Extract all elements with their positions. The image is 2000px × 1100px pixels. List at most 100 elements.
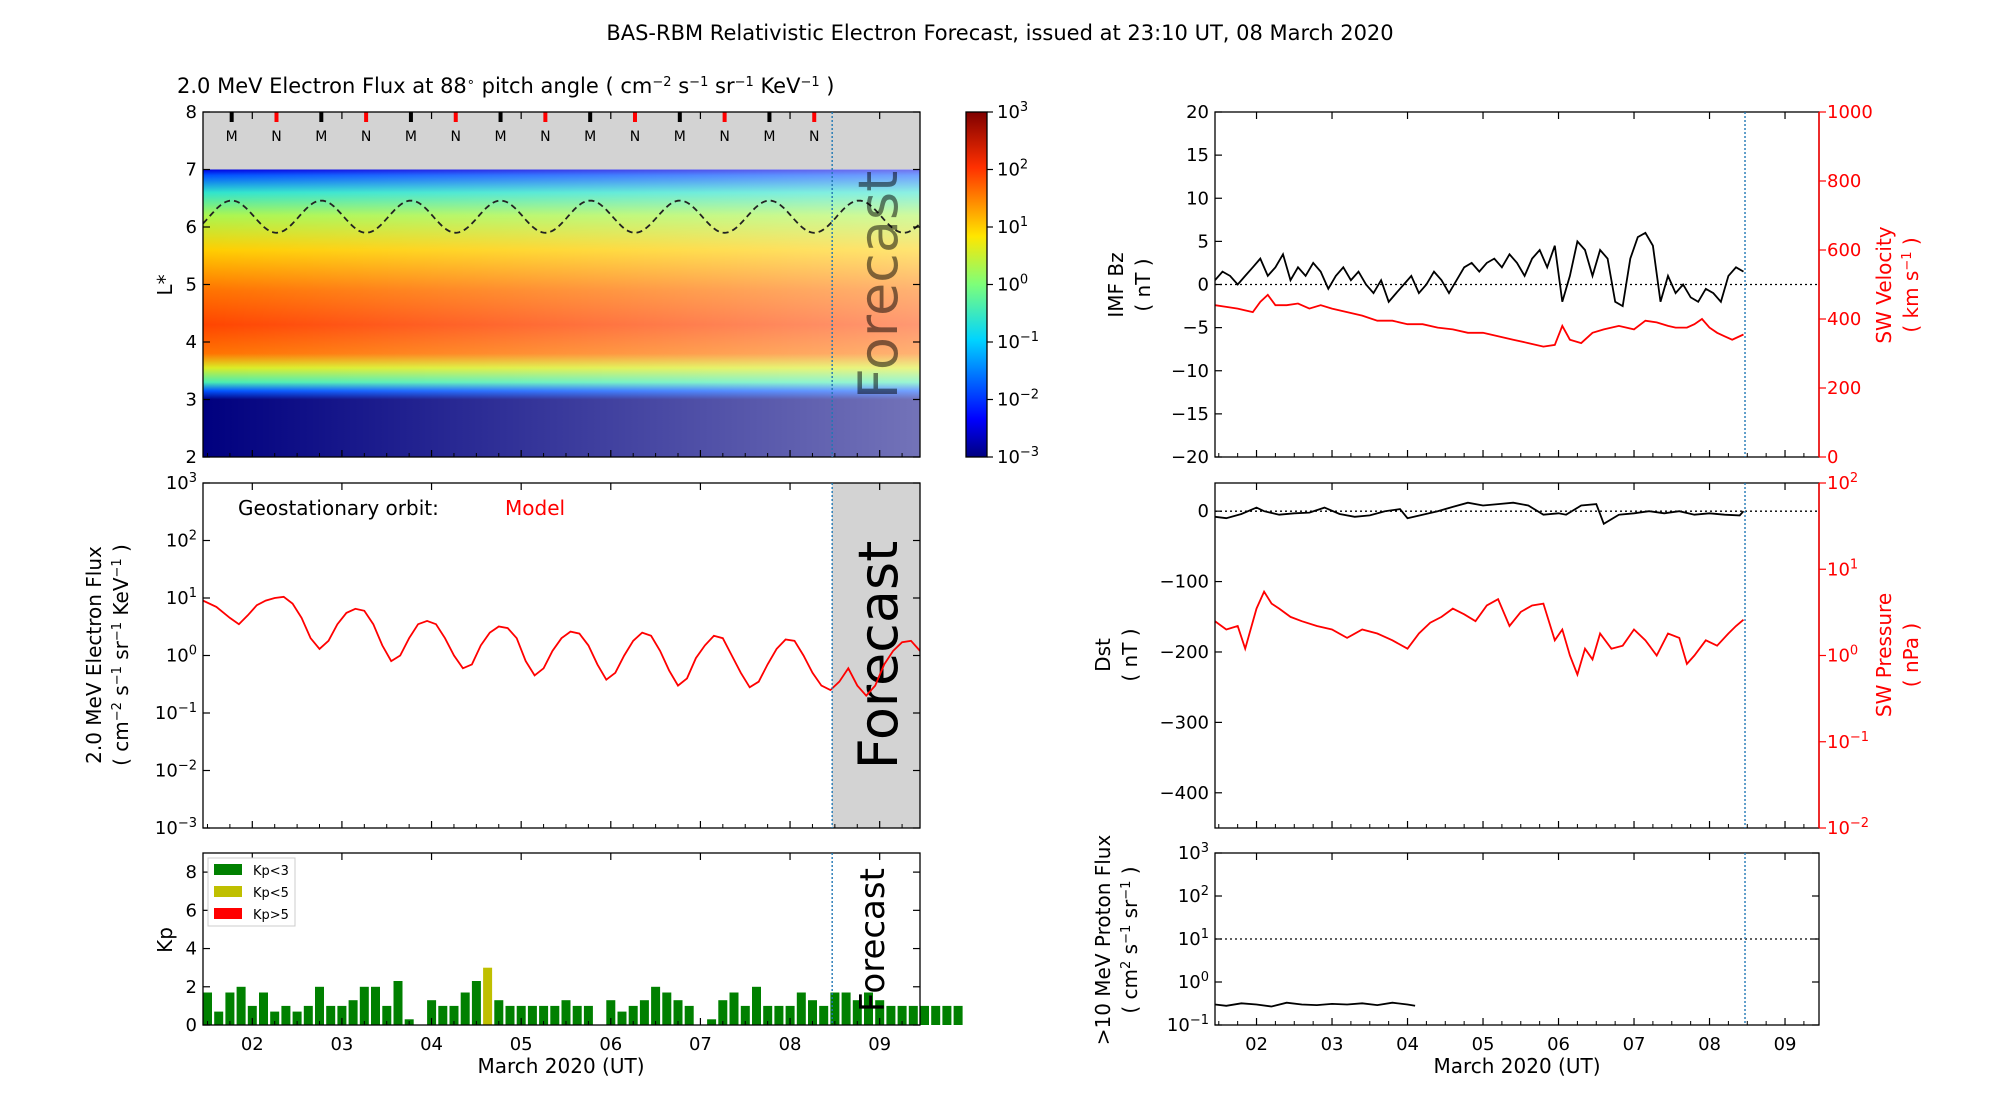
mlt-marker-tick [319,112,324,122]
vsw-ytick-label: 200 [1827,378,1861,399]
sw-pressure-line [1215,589,1745,678]
kp-bar [359,986,369,1025]
proton-ytick-label: 10−1 [1167,1013,1209,1037]
psw-ytick-label: 10−2 [1827,816,1869,840]
kp-ylabel: Kp [153,927,177,953]
proton-panel: 02 03 04 05 06 07 08 09 10−1 100 101 102 103 >10 MeV… [1091,835,1820,1078]
kp-bar [259,992,268,1025]
geo-flux-ylabel-2: ( cm−2 s−1 sr−1 KeV−1 ) [109,544,133,766]
bz-ytick-label: 15 [1186,145,1209,166]
kp-bar [583,1005,593,1025]
kp-bar [886,1005,896,1025]
kp-bar [606,1000,616,1025]
psw-ylabel-1: SW Pressure [1872,593,1896,717]
kp-bar [841,992,851,1025]
bz-ytick-label: 20 [1186,102,1209,123]
mlt-marker-label: N [630,129,640,145]
kp-ytick-label: 2 [186,977,197,998]
kp-xtick-label: 08 [779,1034,802,1055]
figure-title: BAS-RBM Relativistic Electron Forecast, … [606,21,1393,45]
dst-ytick-label: −400 [1160,783,1209,804]
kp-bar [796,992,806,1025]
kp-bar [427,1000,437,1025]
colorbar-tick-label: 103 [997,100,1028,124]
flux-map-fade [203,169,920,457]
kp-bar [539,1005,549,1025]
geo-flux-annotation: Geostationary orbit: [238,496,439,520]
mlt-marker-label: N [719,129,729,145]
psw-ytick-label: 100 [1827,643,1858,667]
bz-ytick-label: 5 [1198,231,1209,252]
kp-bar [942,1005,952,1025]
mlt-marker-tick [229,112,234,122]
kp-bar [662,992,672,1025]
geo-flux-frame [202,482,921,829]
dst-psw-axes: −400 −300 −200 −100 0 10−2 10−1 100 101 102 [1160,471,1870,840]
mlt-marker-label: M [495,129,507,145]
flux-map-ytick-label: 3 [186,390,197,411]
dst-psw-frame [1214,482,1820,829]
mlt-marker-tick [543,112,548,122]
kp-bar [572,1005,582,1025]
kp-bars [203,967,963,1025]
kp-bar [438,1005,448,1025]
proton-ytick-label: 103 [1178,841,1209,865]
kp-bar [382,1005,392,1025]
bz-ytick-label: −5 [1182,318,1209,339]
vsw-ytick-label: 0 [1827,447,1838,468]
kp-bar [203,992,212,1025]
kp-bar [953,1005,963,1025]
mlt-marker-label: M [584,129,596,145]
kp-bar [763,1005,773,1025]
kp-bar [561,1000,571,1025]
kp-bar [864,992,873,1025]
kp-legend: Kp<3 Kp<5 Kp>5 [207,857,296,927]
colorbar-tick-label: 10−1 [997,330,1039,354]
kp-xtick-label: 09 [868,1034,891,1055]
flux-map-title: 2.0 MeV Electron Flux at 88∘ pitch angle… [177,74,835,98]
proton-xtick-label: 05 [1472,1034,1495,1055]
flux-map-ytick-label: 4 [186,332,197,353]
psw-ytick-label: 101 [1827,557,1858,581]
kp-frame [202,852,921,1026]
vsw-ytick-label: 600 [1827,240,1861,261]
dst-psw-panel: −400 −300 −200 −100 0 10−2 10−1 100 101 102 Dst (… [1091,471,1923,840]
magnetopause-dashed-line [203,199,920,234]
mlt-marker-label: N [809,129,819,145]
kp-bar [920,1005,929,1025]
mlt-marker-label: M [405,129,417,145]
proton-xlabel: March 2020 (UT) [1433,1054,1600,1078]
kp-bar [628,1005,638,1025]
kp-bar [752,986,761,1025]
kp-xlabel: March 2020 (UT) [477,1054,644,1078]
kp-bar [348,1000,358,1025]
proton-xtick-label: 06 [1547,1034,1570,1055]
vsw-ytick-label: 400 [1827,309,1861,330]
psw-ytick-label: 102 [1827,471,1858,495]
dst-ytick-label: −100 [1160,572,1209,593]
mlt-marker-tick [632,112,637,122]
geo-flux-ytick-label: 102 [166,528,197,552]
kp-bar [808,1000,817,1025]
kp-bar [718,1000,728,1025]
mlt-marker-tick [767,112,772,122]
vsw-ytick-label: 800 [1827,171,1861,192]
colorbar-ticks: 10−3 10−2 10−1 100 101 102 103 [987,100,1039,468]
bz-ytick-label: 0 [1198,275,1209,296]
kp-bar [505,1005,515,1025]
mlt-marker-label: M [315,129,327,145]
mlt-marker-tick [274,112,279,122]
geo-flux-forecast-label: Forecast [847,541,910,770]
kp-bar [214,1011,224,1025]
kp-bar [673,1000,683,1025]
kp-bar [471,981,481,1025]
proton-ytick-label: 100 [1178,970,1209,994]
geo-flux-forecast-shade [832,483,920,828]
mlt-marker-tick [364,112,369,122]
psw-ytick-label: 10−1 [1827,729,1869,753]
kp-ytick-label: 4 [186,939,197,960]
proton-xtick-label: 09 [1774,1034,1797,1055]
